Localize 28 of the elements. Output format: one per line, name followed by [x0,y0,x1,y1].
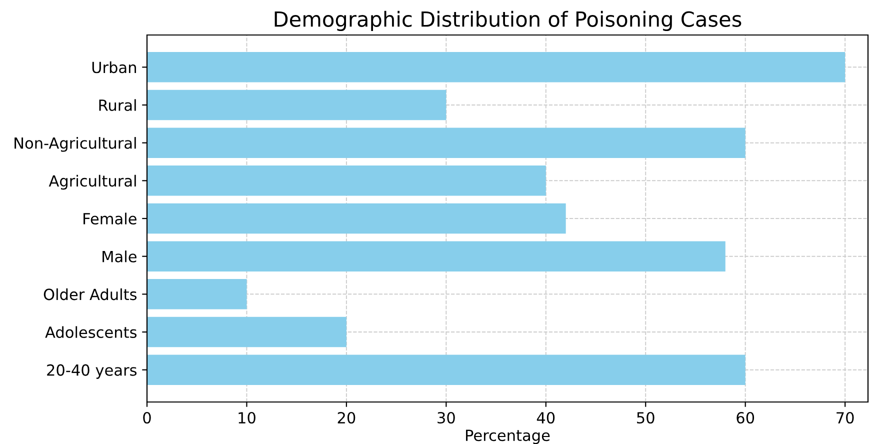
bar [147,279,247,310]
x-tick-label: 20 [338,412,356,424]
y-tick-label: Rural [99,99,136,112]
bar [147,241,726,272]
bar [147,203,566,234]
y-tick-label: Older Adults [44,288,137,300]
x-tick-label: 60 [736,412,754,424]
y-tick-label: 20-40 years [47,364,137,379]
x-tick-label: 0 [143,412,151,424]
chart-title: Demographic Distribution of Poisoning Cases [274,10,742,31]
x-tick-label: 30 [438,412,455,424]
x-tick-label: 40 [536,412,555,424]
bar [147,128,746,158]
x-axis-title: Percentage [466,430,550,444]
y-tick-label: Urban [92,61,136,74]
x-tick-label: 70 [836,412,854,424]
bar [147,52,846,82]
y-tick-label: Adolescents [45,326,137,338]
y-tick-label: Female [84,212,136,225]
bar [147,166,546,196]
bar [147,316,346,348]
bar [147,354,746,385]
x-tick-label: 10 [238,412,256,424]
y-tick-label: Non-Agricultural [14,137,136,152]
y-tick-label: Male [102,250,136,262]
x-tick-label: 50 [637,412,654,424]
bar [147,90,446,120]
y-tick-label: Agricultural [48,174,136,190]
